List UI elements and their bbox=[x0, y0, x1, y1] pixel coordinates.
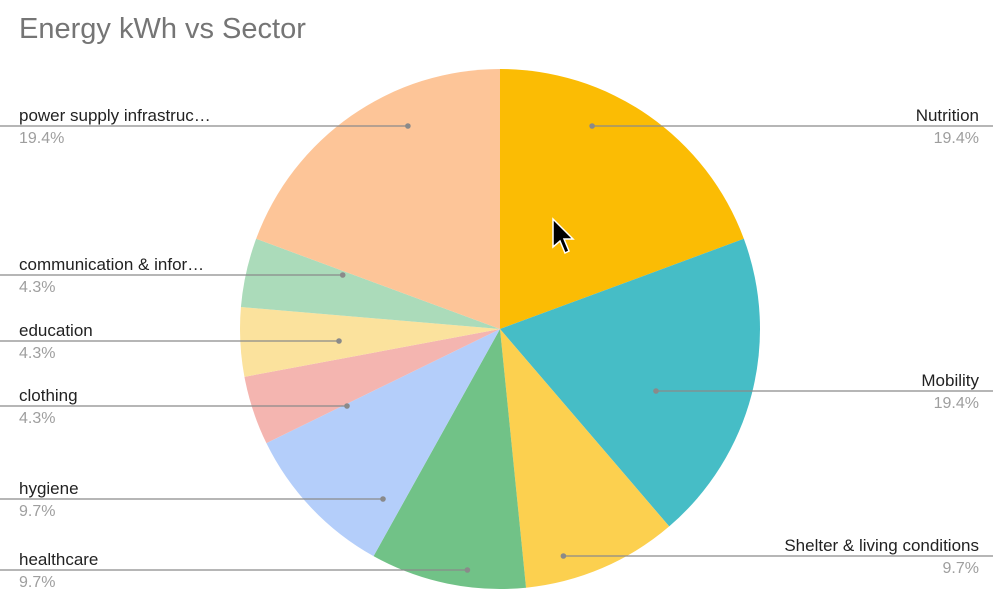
slice-percent-education: 4.3% bbox=[19, 345, 55, 362]
slice-label-education: education bbox=[19, 321, 93, 340]
pie-slice-nutrition bbox=[500, 69, 744, 329]
slice-label-hygiene: hygiene bbox=[19, 479, 79, 498]
slice-label-mobility: Mobility bbox=[921, 371, 979, 390]
slice-percent-healthcare: 9.7% bbox=[19, 574, 55, 591]
pie-slice-power-supply-infrastructure bbox=[256, 69, 500, 329]
slice-label-power-supply-infrastructure: power supply infrastruc… bbox=[19, 106, 211, 125]
leader-dot-healthcare bbox=[464, 567, 471, 573]
pie-slice-shelter-living-conditions bbox=[500, 329, 670, 588]
slice-label-healthcare: healthcare bbox=[19, 550, 98, 569]
mouse-cursor-icon bbox=[552, 217, 575, 255]
leader-dot-education bbox=[336, 338, 342, 344]
slice-percent-nutrition: 19.4% bbox=[934, 130, 979, 147]
chart-title: Energy kWh vs Sector bbox=[19, 13, 306, 45]
slice-label-clothing: clothing bbox=[19, 386, 78, 405]
pie-slice-mobility bbox=[500, 238, 760, 527]
slice-percent-power-supply-infrastructure: 19.4% bbox=[19, 130, 64, 147]
slice-percent-mobility: 19.4% bbox=[934, 395, 979, 412]
slice-percent-communication-information: 4.3% bbox=[19, 279, 55, 296]
slice-label-shelter-living-conditions: Shelter & living conditions bbox=[784, 536, 979, 555]
slice-percent-shelter-living-conditions: 9.7% bbox=[943, 560, 979, 577]
pie-slice-education bbox=[240, 307, 500, 377]
leader-dot-shelter-living-conditions bbox=[560, 553, 567, 559]
slice-percent-clothing: 4.3% bbox=[19, 410, 55, 427]
pie-slice-clothing bbox=[244, 329, 500, 444]
slice-percent-hygiene: 9.7% bbox=[19, 503, 55, 520]
slice-label-communication-information: communication & infor… bbox=[19, 255, 204, 274]
leader-dot-communication-information bbox=[339, 272, 346, 278]
pie-slice-communication-information bbox=[240, 238, 500, 329]
slice-label-nutrition: Nutrition bbox=[916, 106, 979, 125]
leader-dot-hygiene bbox=[380, 496, 386, 502]
leader-dot-nutrition bbox=[589, 123, 595, 129]
leader-dot-mobility bbox=[653, 388, 659, 394]
leader-dot-power-supply-infrastructure bbox=[405, 123, 411, 129]
leader-dot-clothing bbox=[344, 403, 350, 409]
pie-slice-healthcare bbox=[373, 329, 527, 589]
